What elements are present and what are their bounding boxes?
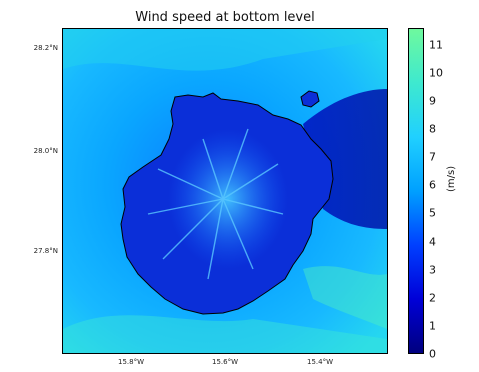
colorbar-tick: 9 — [429, 94, 436, 108]
colorbar-tick: 11 — [429, 38, 443, 52]
lat-tick: 28.0°N — [33, 147, 58, 155]
colorbar-tick: 0 — [429, 347, 436, 361]
colorbar-tick: 8 — [429, 122, 436, 136]
lat-tick: 28.2°N — [33, 44, 58, 52]
colorbar-tick: 10 — [429, 66, 443, 80]
chart-title: Wind speed at bottom level — [135, 10, 315, 25]
lon-tick: 15.6°W — [211, 358, 239, 366]
map-panel — [62, 28, 388, 354]
colorbar-unit: (m/s) — [446, 165, 457, 192]
colorbar-tick: 4 — [429, 235, 436, 249]
colorbar-tick: 6 — [429, 178, 436, 192]
colorbar-tick: 1 — [429, 319, 436, 333]
colorbar-tick: 2 — [429, 291, 436, 305]
colorbar-tick: 3 — [429, 263, 436, 277]
wind-field — [63, 29, 387, 353]
colorbar-tick: 7 — [429, 150, 436, 164]
lat-tick: 27.8°N — [33, 247, 58, 255]
colorbar — [408, 28, 424, 354]
colorbar-tick: 5 — [429, 206, 436, 220]
lon-tick: 15.8°W — [117, 358, 145, 366]
lon-tick: 15.4°W — [306, 358, 334, 366]
